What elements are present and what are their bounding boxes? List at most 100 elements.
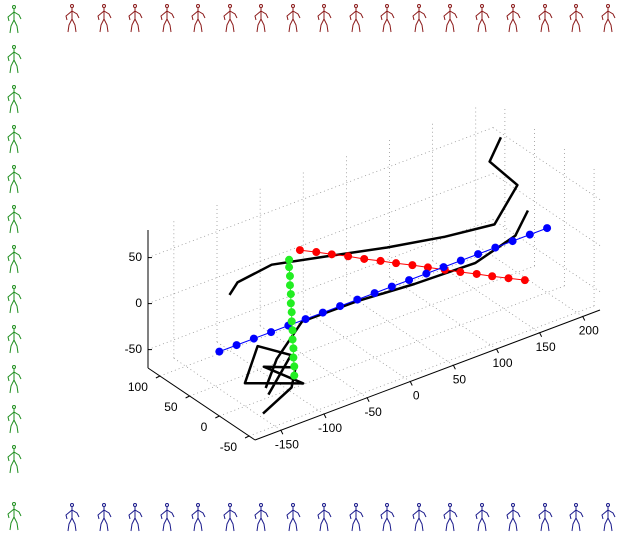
point <box>344 252 352 260</box>
bottom-pose-row <box>66 504 615 532</box>
x-tick <box>324 414 326 418</box>
pose-figure <box>602 504 615 532</box>
grid-line <box>493 174 600 246</box>
point <box>289 344 297 352</box>
point <box>488 272 496 280</box>
pose-figure <box>192 5 205 33</box>
x-tick-label: 150 <box>536 340 556 354</box>
point <box>290 362 298 370</box>
point <box>267 328 275 336</box>
pose-figure <box>8 126 21 154</box>
pose-figure <box>539 5 552 33</box>
pose-figure <box>476 504 489 532</box>
point <box>491 244 499 252</box>
pose-figure <box>66 5 79 33</box>
point <box>296 246 304 254</box>
pose-figure <box>381 5 394 33</box>
pose-figure <box>8 166 21 194</box>
y-tick <box>186 396 190 398</box>
trajectory <box>266 211 528 389</box>
x-tick-label: 200 <box>579 324 599 338</box>
pose-figure <box>507 504 520 532</box>
point <box>233 341 241 349</box>
pose-figure <box>98 504 111 532</box>
point <box>215 348 223 356</box>
point <box>521 276 529 284</box>
x-tick-label: 100 <box>492 356 512 370</box>
z-tick-label: 0 <box>135 296 142 310</box>
grid-line <box>346 293 453 365</box>
pose-figure <box>8 6 21 34</box>
x-tick <box>497 349 499 353</box>
pose-figure <box>570 5 583 33</box>
grid-line <box>148 220 493 350</box>
pose-figure <box>129 5 142 33</box>
point <box>422 270 430 278</box>
point <box>392 259 400 267</box>
pose-figure <box>476 5 489 33</box>
pose-figure <box>507 5 520 33</box>
x-tick-label: 50 <box>453 372 467 386</box>
grid-line <box>174 358 281 430</box>
pose-figure <box>287 504 300 532</box>
pose-figure <box>161 504 174 532</box>
x-axis <box>255 310 600 440</box>
left-pose-column <box>8 6 21 531</box>
pose-figure <box>8 286 21 314</box>
y-tick-label: 100 <box>128 380 148 394</box>
pose-figure <box>350 504 363 532</box>
point <box>328 250 336 258</box>
point <box>505 274 513 282</box>
point <box>353 296 361 304</box>
x-tick-label: 0 <box>413 389 420 403</box>
point <box>285 263 293 271</box>
point <box>319 309 327 317</box>
point <box>336 302 344 310</box>
point <box>377 257 385 265</box>
point <box>405 276 413 284</box>
x-tick <box>367 398 369 402</box>
z-tick-label: -50 <box>125 342 143 356</box>
pose-figure <box>8 86 21 114</box>
point <box>289 335 297 343</box>
pose-figure <box>66 504 79 532</box>
point <box>388 283 396 291</box>
x-tick <box>583 317 585 321</box>
pose-figure <box>8 46 21 74</box>
point <box>250 335 258 343</box>
grid-line <box>493 128 600 200</box>
x-tick-label: -50 <box>364 405 382 419</box>
point <box>312 248 320 256</box>
pose-figure <box>8 406 21 434</box>
pose-figure <box>224 504 237 532</box>
x-tick <box>281 430 283 434</box>
x-tick-label: -100 <box>318 421 342 435</box>
point <box>287 290 295 298</box>
grid-line <box>190 266 535 396</box>
pose-figure <box>8 503 21 531</box>
point <box>290 372 298 380</box>
point <box>473 270 481 278</box>
pose-figure <box>98 5 111 33</box>
pose-figure <box>539 504 552 532</box>
pose-figure <box>8 326 21 354</box>
y-tick <box>245 436 249 438</box>
point <box>457 257 465 265</box>
pose-figure <box>8 206 21 234</box>
pose-figure <box>161 5 174 33</box>
point <box>371 289 379 297</box>
y-tick-label: 0 <box>201 420 208 434</box>
pose-figure <box>255 504 268 532</box>
pose-figure <box>413 5 426 33</box>
pose-figure <box>602 5 615 33</box>
pose-figure <box>129 504 142 532</box>
pose-figure <box>255 5 268 33</box>
grid-line <box>476 245 583 317</box>
pose-figure <box>444 5 457 33</box>
x-tick <box>540 333 542 337</box>
pose-figure <box>8 366 21 394</box>
point <box>289 326 297 334</box>
y-tick-label: 50 <box>164 400 178 414</box>
pose-figure <box>192 504 205 532</box>
